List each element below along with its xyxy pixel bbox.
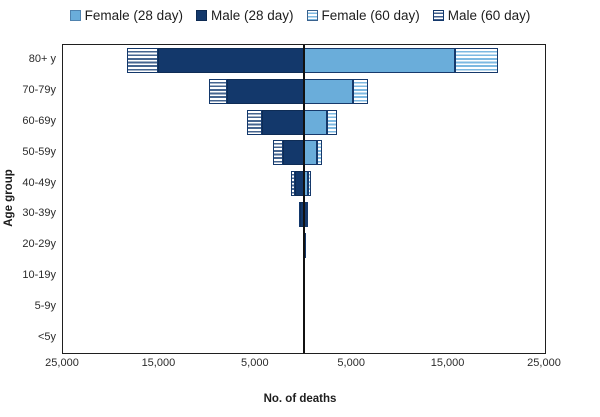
age-label-5-9y: 5-9y xyxy=(34,299,56,312)
x-tick-right-25000: 25,000 xyxy=(527,357,561,369)
bar-female-28day-50-59y xyxy=(304,140,317,166)
bar-female-60day-40-49y xyxy=(308,171,311,197)
age-label-60-69y: 60-69y xyxy=(22,115,56,127)
bar-male-60day-50-59y xyxy=(273,140,283,166)
legend-swatch-male-solid-icon xyxy=(195,10,207,21)
bar-female-28day-60-69y xyxy=(304,109,328,135)
bar-female-28day-80-y xyxy=(304,47,456,73)
bar-female-60day-50-59y xyxy=(317,140,323,166)
legend-item-male-28-day: Male (28 day) xyxy=(195,8,294,23)
legend-swatch-female-solid-icon xyxy=(69,10,81,21)
legend-swatch-female-hatch-icon xyxy=(306,10,318,21)
chart-legend: Female (28 day) Male (28 day) Female (60 d… xyxy=(0,8,600,23)
bar-female-60day-60-69y xyxy=(327,109,337,135)
bar-male-28day-70-79y xyxy=(226,78,304,104)
y-axis-title: Age group xyxy=(3,169,15,227)
x-tick-left-25000: 25,000 xyxy=(45,357,79,369)
x-tick-right-5000: 5,000 xyxy=(337,357,365,369)
zero-axis-line xyxy=(303,45,305,353)
bar-female-60day-70-79y xyxy=(353,78,368,104)
age-label-70-79y: 70-79y xyxy=(22,84,56,97)
bar-female-28day-70-79y xyxy=(304,78,354,104)
legend-item-female-60-day: Female (60 day) xyxy=(306,8,420,23)
age-label-20-29y: 20-29y xyxy=(22,238,56,251)
legend-label: Male (28 day) xyxy=(210,8,294,23)
x-tick-left-5000: 5,000 xyxy=(241,357,269,369)
legend-item-male-60-day: Male (60 day) xyxy=(432,8,531,23)
bar-male-60day-70-79y xyxy=(208,78,227,104)
bar-female-60day-30-39y xyxy=(306,201,309,227)
age-label-80-y: 80+ y xyxy=(28,53,56,66)
legend-item-female-28-day: Female (28 day) xyxy=(69,8,183,23)
age-label-5y: <5y xyxy=(37,330,56,343)
bar-male-60day-60-69y xyxy=(247,109,262,135)
bar-male-28day-50-59y xyxy=(282,140,304,166)
plot-area xyxy=(62,44,546,354)
age-label-50-59y: 50-59y xyxy=(22,145,56,158)
bar-male-28day-80-y xyxy=(158,47,304,73)
x-axis-title: No. of deaths xyxy=(263,393,337,405)
bar-female-60day-80-y xyxy=(455,47,498,73)
bar-male-60day-80-y xyxy=(126,47,159,73)
legend-swatch-male-hatch-icon xyxy=(432,10,444,21)
age-label-40-49y: 40-49y xyxy=(22,176,56,189)
legend-label: Female (28 day) xyxy=(84,8,183,23)
bar-male-28day-60-69y xyxy=(261,109,304,135)
x-tick-left-15000: 15,000 xyxy=(141,357,176,369)
x-tick-right-15000: 15,000 xyxy=(430,357,465,369)
age-label-30-39y: 30-39y xyxy=(22,207,56,220)
age-label-10-19y: 10-19y xyxy=(22,269,56,281)
bar-male-60day-40-49y xyxy=(291,171,296,197)
legend-label: Male (60 day) xyxy=(447,8,531,23)
legend-label: Female (60 day) xyxy=(321,8,420,23)
